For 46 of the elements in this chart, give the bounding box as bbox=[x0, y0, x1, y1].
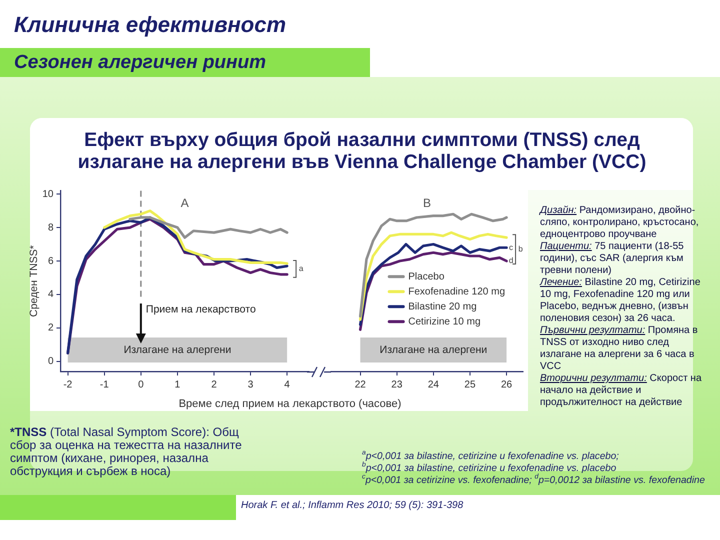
text: Ефект върху общия брой назални симптоми (TNSS) след излагане на алергени във Vienna Challenge Chamber (VCC) bbox=[76, 129, 648, 173]
text: Вторични резултати: Скорост на начало на действие и продължителност на действие bbox=[540, 373, 703, 409]
text: Първични резултати: Промяна в TNSS от изходно ниво след излагане на алергени за 6 часа в VCC bbox=[540, 325, 699, 373]
x-tick-label: 24 bbox=[428, 379, 440, 390]
legend-label: Fexofenadine 120 mg bbox=[408, 286, 505, 298]
text: Лечение: Bilastine 20 mg, Cetirizine 10 mg, Fexofenadine 120 mg или Placebo, веднъж дневно, (извън поленовия сезон) за 26 часа. bbox=[540, 277, 702, 325]
text: Дизайн: Рандомизирано, двойно-сляпо, контролирано, кръстосано, едноцентрово проучване bbox=[540, 205, 700, 241]
x-tick-label: 0 bbox=[138, 379, 144, 390]
text: $^{c}$p<0,001 за cetirizine vs. fexofenadine; $^{d}$p=0,0012 за bilastine vs. fexofenadine bbox=[362, 474, 705, 487]
y-axis-title: Среден TNSS* bbox=[28, 245, 40, 318]
x-tick-label: 4 bbox=[284, 379, 290, 390]
y-tick-label: 10 bbox=[42, 188, 54, 200]
x-tick-label: 3 bbox=[248, 379, 254, 390]
annotation: B bbox=[422, 196, 432, 210]
annotation: A bbox=[180, 196, 189, 210]
legend-label: Cetirizine 10 mg bbox=[408, 316, 481, 328]
ref-line-label: Прием на лекарството bbox=[146, 303, 256, 316]
y-tick-label: 8 bbox=[48, 222, 54, 234]
text: *TNSS (Total Nasal Symptom Score): Общ сбор за оценка на тежестта на назалните симптом (кихане, ринорея, назална обструкция и сърбеж в носа) bbox=[10, 425, 242, 478]
x-tick-label: 22 bbox=[354, 379, 366, 390]
x-tick-label: 1 bbox=[174, 379, 181, 390]
x-tick-label: -1 bbox=[100, 379, 110, 390]
y-tick-label: 6 bbox=[48, 256, 54, 267]
text: Пациенти: 75 пациенти (18-55 години), със SAR (алергия към тревни полени) bbox=[540, 241, 685, 277]
x-tick-label: 26 bbox=[500, 379, 513, 390]
x-tick-label: 2 bbox=[211, 379, 218, 390]
text: Клинична ефективност bbox=[14, 12, 286, 38]
text: $^{b}$p<0,001 за bilastine, cetirizine и fexofenadine vs. placebo bbox=[362, 462, 618, 474]
text: Сезонен алергичен ринит bbox=[14, 51, 266, 75]
x-tick-label: 25 bbox=[464, 379, 476, 390]
text: $^{a}$p<0,001 за bilastine, cetirizine и fexofenadine vs. placebo; bbox=[362, 450, 620, 462]
y-tick-label: 2 bbox=[48, 322, 54, 334]
text: Horak F. et al.; Inflamm Res 2010; 59 (5): 391-398 bbox=[241, 500, 464, 512]
x-axis-title: Време след прием на лекарството (часове) bbox=[178, 398, 402, 410]
y-tick-label: 4 bbox=[48, 289, 54, 300]
band-label: Излагане на алергени bbox=[124, 344, 232, 356]
annotation: c bbox=[509, 242, 514, 252]
annotation: b bbox=[518, 244, 524, 254]
legend-label: Placebo bbox=[408, 271, 445, 282]
band-label: Излагане на алергени bbox=[380, 344, 488, 356]
x-tick-label: -2 bbox=[63, 379, 73, 390]
y-tick-label: 0 bbox=[48, 356, 54, 368]
annotation: d bbox=[508, 256, 514, 266]
x-tick-label: 23 bbox=[391, 379, 403, 390]
annotation: a bbox=[298, 264, 304, 274]
legend-label: Bilastine 20 mg bbox=[408, 301, 477, 312]
